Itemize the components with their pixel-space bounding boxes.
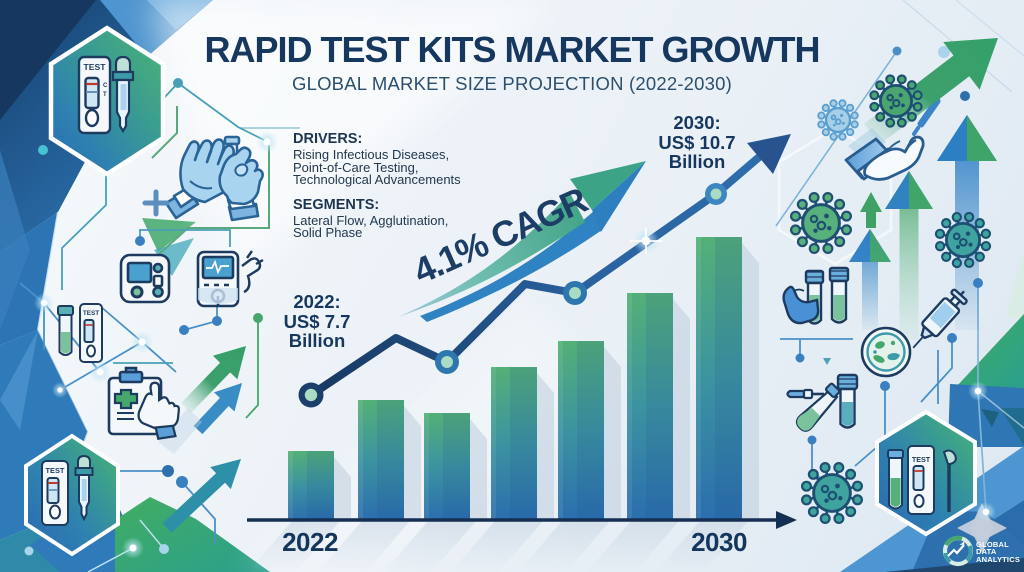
svg-text:TEST: TEST: [83, 310, 99, 317]
svg-text:C: C: [103, 83, 108, 89]
svg-text:TEST: TEST: [912, 455, 931, 464]
svg-text:TEST: TEST: [46, 466, 65, 475]
svg-text:TEST: TEST: [84, 62, 107, 72]
svg-text:T: T: [103, 92, 107, 98]
